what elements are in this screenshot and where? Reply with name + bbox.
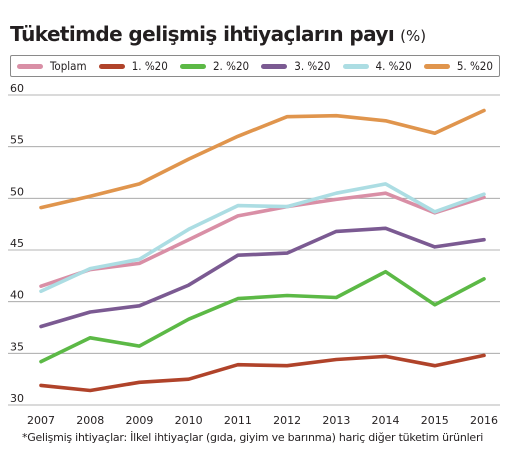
footnote: *Gelişmiş ihtiyaçlar: İlkel ihtiyaçlar (… (22, 431, 484, 444)
x-tick-label-2016: 2016 (470, 414, 498, 427)
legend-label-5: 4. %20 (375, 59, 412, 73)
legend-item-6: 5. %20 (423, 59, 493, 73)
legend-swatch-4 (261, 63, 288, 69)
y-tick-label-50: 50 (10, 185, 24, 198)
legend-item-3: 2. %20 (179, 59, 250, 73)
legend-swatch-1 (17, 63, 43, 69)
x-tick-label-2015: 2015 (421, 414, 449, 427)
x-tick-label-2008: 2008 (76, 414, 104, 427)
title-row: Tüketimde gelişmiş ihtiyaçların payı (%) (10, 22, 426, 46)
legend-label-6: 5. %20 (456, 59, 493, 73)
legend-swatch-3 (179, 63, 206, 69)
x-tick-label-2014: 2014 (372, 414, 400, 427)
legend-swatch-2 (98, 63, 125, 69)
y-tick-label-35: 35 (10, 340, 24, 353)
series-line-5 (39, 182, 486, 294)
y-tick-label-60: 60 (10, 82, 24, 95)
legend-item-4: 3. %20 (261, 59, 330, 73)
legend-label-4: 3. %20 (294, 59, 331, 73)
y-tick-label-45: 45 (10, 237, 24, 250)
legend-swatch-6 (423, 63, 450, 69)
series-line-3 (39, 269, 486, 364)
y-tick-label-30: 30 (10, 392, 24, 405)
legend-label-3: 2. %20 (212, 59, 250, 73)
chart-legend: Toplam 1. %20 2. %20 3. %20 4. %20 5. %20 (10, 55, 500, 77)
x-tick-label-2010: 2010 (175, 414, 203, 427)
series-line-1 (39, 191, 486, 289)
legend-label-1: Toplam (50, 59, 87, 73)
x-tick-label-2013: 2013 (322, 414, 350, 427)
legend-swatch-5 (342, 63, 369, 69)
y-tick-label-55: 55 (10, 134, 24, 147)
x-tick-label-2007: 2007 (27, 414, 55, 427)
series-line-6 (39, 108, 486, 210)
x-tick-label-2012: 2012 (273, 414, 301, 427)
legend-label-2: 1. %20 (131, 59, 168, 73)
legend-item-2: 1. %20 (98, 59, 168, 73)
y-tick-label-40: 40 (10, 289, 24, 302)
legend-item-5: 4. %20 (342, 59, 412, 73)
series-line-4 (39, 226, 486, 329)
x-tick-label-2009: 2009 (125, 414, 153, 427)
x-tick-label-2011: 2011 (224, 414, 252, 427)
chart-unit: (%) (400, 27, 427, 45)
chart-title: Tüketimde gelişmiş ihtiyaçların payı (10, 22, 395, 46)
legend-item-1: Toplam (17, 59, 87, 73)
series-line-2 (39, 353, 486, 393)
